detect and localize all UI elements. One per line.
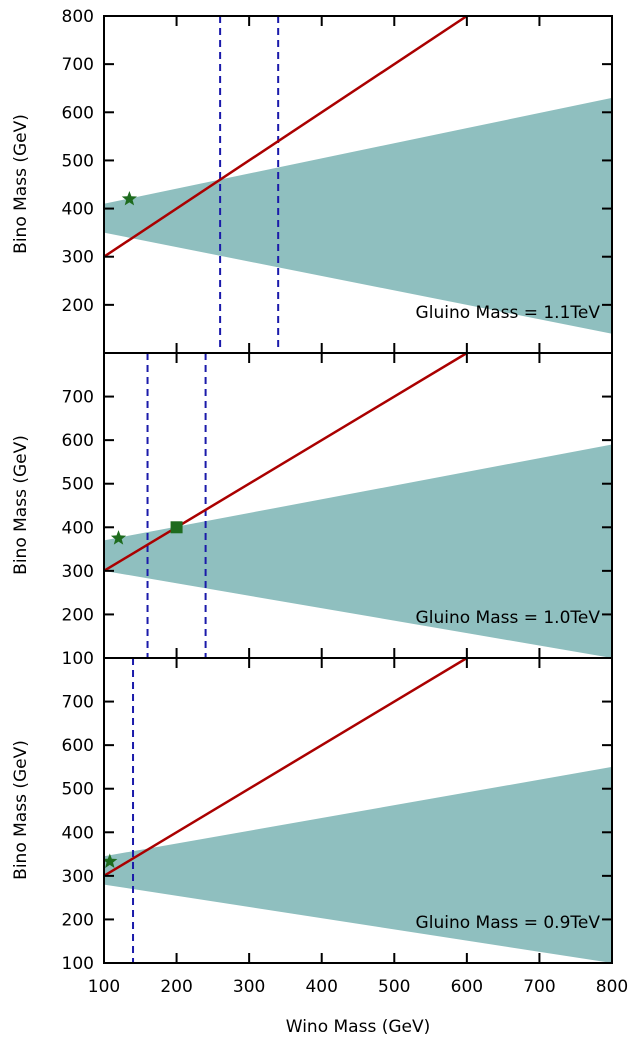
allowed-region-band — [104, 97, 612, 334]
y-tick-label: 700 — [62, 388, 94, 408]
y-tick-label: 300 — [62, 248, 94, 268]
y-tick-label: 200 — [62, 605, 94, 625]
y-tick-label: 600 — [62, 431, 94, 451]
y-tick-label: 500 — [62, 151, 94, 171]
star-marker — [104, 853, 118, 868]
panel-annotation: Gluino Mass = 0.9TeV — [416, 913, 601, 933]
y-axis-title-panel-1: Bino Mass (GeV) — [11, 114, 31, 254]
x-tick-labels: 100 200 300 400 500 600 700 800 — [88, 977, 628, 997]
y-tick-label: 800 — [62, 7, 94, 27]
diagonal-line — [104, 16, 468, 258]
allowed-region-band — [104, 766, 612, 963]
x-tick-label: 300 — [233, 977, 265, 997]
x-axis-title: Wino Mass (GeV) — [286, 1017, 430, 1037]
y-tick-label: 200 — [62, 296, 94, 316]
y-tick-label: 600 — [62, 736, 94, 756]
y-tick-label: 100 — [62, 649, 94, 669]
y-tick-label: 300 — [62, 562, 94, 582]
panel-1-1tev: 200 300 400 500 600 700 800 Gluino Mass = 1.1T… — [62, 7, 613, 354]
y-tick-label: 400 — [62, 200, 94, 220]
panel-frame — [103, 657, 613, 964]
star-marker — [110, 530, 127, 545]
square-marker — [170, 521, 183, 534]
y-tick-label: 500 — [62, 780, 94, 800]
y-tick-label: 400 — [62, 518, 94, 538]
star-marker — [121, 190, 138, 206]
y-tick-label: 500 — [62, 475, 94, 495]
x-tick-label: 100 — [88, 977, 120, 997]
allowed-region-band — [104, 444, 612, 658]
x-tick-label: 800 — [596, 977, 628, 997]
y-tick-label: 300 — [62, 867, 94, 887]
y-tick-label: 400 — [62, 823, 94, 843]
y-tick-label: 100 — [62, 954, 94, 974]
diagonal-line — [104, 658, 468, 877]
y-tick-label: 700 — [62, 693, 94, 713]
y-tick-label: 600 — [62, 103, 94, 123]
panel-1-0tev: 100 200 300 400 500 600 700 Gluino Mass = 1.0T… — [62, 352, 613, 669]
y-tick-label: 700 — [62, 55, 94, 75]
x-tick-label: 200 — [160, 977, 192, 997]
diagonal-line — [104, 353, 468, 572]
y-axis-title-panel-2: Bino Mass (GeV) — [11, 435, 31, 575]
x-tick-label: 400 — [305, 977, 337, 997]
panel-annotation: Gluino Mass = 1.0TeV — [416, 608, 601, 628]
panel-annotation: Gluino Mass = 1.1TeV — [416, 303, 601, 323]
x-tick-label: 500 — [378, 977, 410, 997]
x-tick-label: 700 — [523, 977, 555, 997]
x-tick-label: 600 — [451, 977, 483, 997]
y-axis-title-panel-3: Bino Mass (GeV) — [11, 740, 31, 880]
y-tick-label: 200 — [62, 910, 94, 930]
panel-0-9tev: 100 200 300 400 500 600 700 Gluino Mass = 0.9T… — [62, 657, 613, 974]
